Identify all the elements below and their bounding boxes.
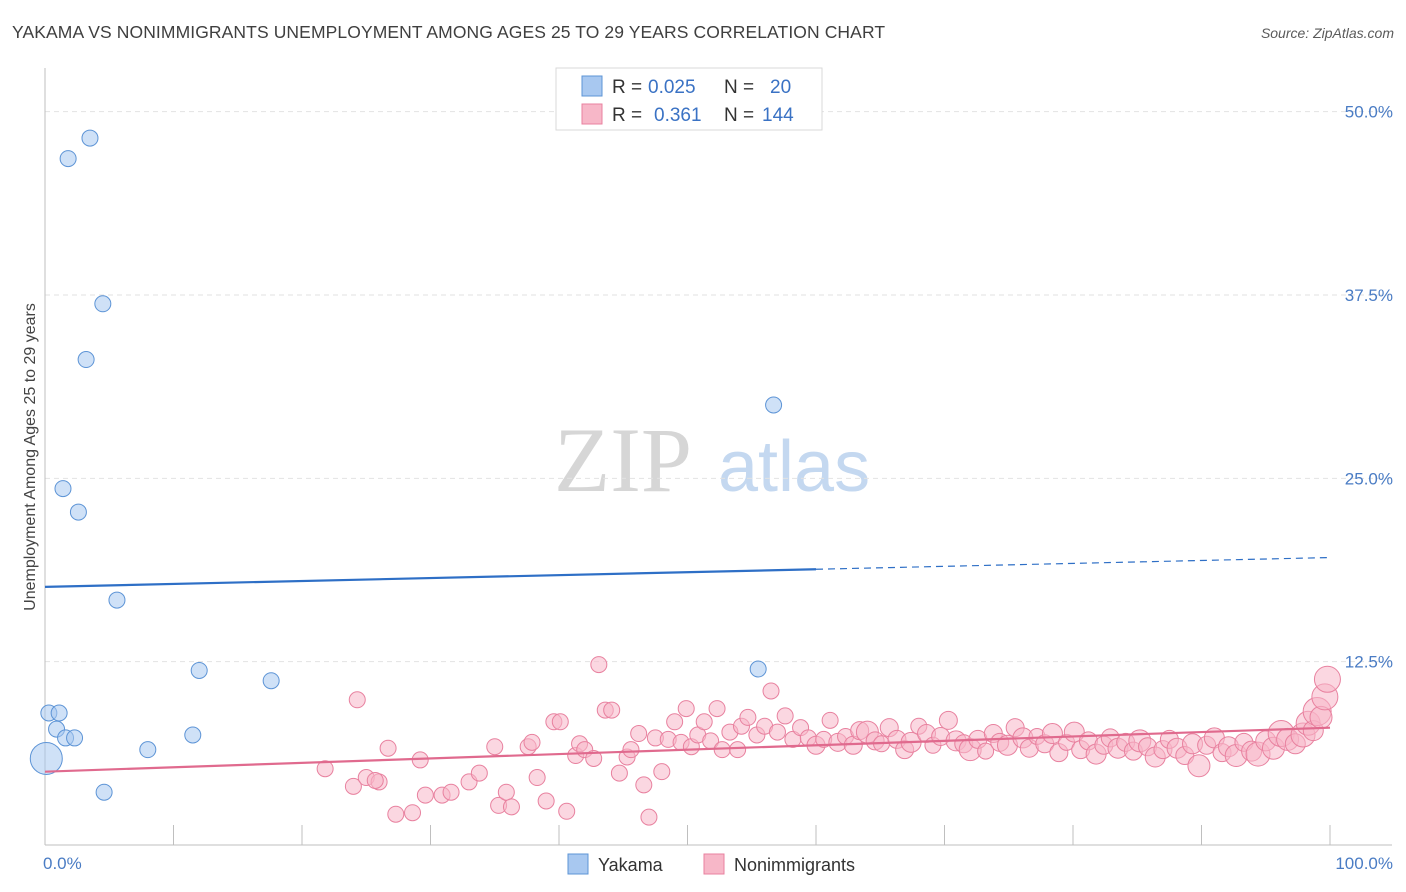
watermark-zip: ZIP: [554, 409, 692, 511]
series-legend: Yakama Nonimmigrants: [567, 853, 855, 875]
legend-n-label-nonimmigrants: N =: [724, 105, 754, 126]
yakama-point: [139, 741, 157, 759]
yakama-point: [59, 150, 77, 168]
y-axis-title: Unemployment Among Ages 25 to 29 years: [22, 303, 39, 611]
yakama-trend-extension: [815, 556, 1331, 570]
nonimmigrants-point: [603, 701, 621, 719]
nonimmigrants-point: [348, 691, 366, 709]
yakama-point: [81, 129, 99, 147]
chart-title: YAKAMA VS NONIMMIGRANTS UNEMPLOYMENT AMO…: [12, 22, 886, 42]
nonimmigrants-point: [366, 771, 384, 789]
yakama-point: [190, 661, 208, 679]
legend-n-value-yakama: 20: [770, 77, 791, 98]
nonimmigrants-point: [502, 798, 520, 816]
yakama-point: [108, 591, 126, 609]
nonimmigrants-point: [630, 725, 648, 743]
legend-n-label-yakama: N =: [724, 77, 754, 98]
nonimmigrants-point: [404, 804, 422, 822]
nonimmigrants-point: [497, 783, 515, 801]
nonimmigrants-point: [695, 713, 713, 731]
bottom-swatch-yakama: [567, 853, 589, 875]
nonimmigrants-point: [938, 710, 958, 730]
nonimmigrants-point: [708, 700, 726, 718]
yakama-point: [54, 480, 72, 498]
nonimmigrants-trend-line: [44, 726, 1331, 773]
source-credit: Source: ZipAtlas.com: [1260, 25, 1394, 41]
x-tick-label-min: 0.0%: [43, 854, 82, 873]
y-tick-label: 12.5%: [1345, 653, 1393, 672]
nonimmigrants-point: [442, 783, 460, 801]
nonimmigrants-point: [590, 656, 608, 674]
nonimmigrants-point: [776, 707, 794, 725]
legend-r-label-nonimmigrants: R =: [612, 105, 642, 126]
nonimmigrants-point: [558, 802, 576, 820]
nonimmigrants-point: [470, 764, 488, 782]
nonimmigrants-point: [344, 777, 362, 795]
yakama-point: [765, 396, 783, 414]
nonimmigrants-point: [551, 713, 569, 731]
yakama-points: [29, 129, 783, 801]
yakama-point: [29, 741, 63, 775]
x-tick-label-max: 100.0%: [1335, 854, 1393, 873]
nonimmigrants-point: [653, 763, 671, 781]
nonimmigrants-point: [622, 741, 640, 759]
yakama-point: [262, 672, 280, 690]
yakama-point: [50, 704, 68, 722]
nonimmigrants-point: [635, 776, 653, 794]
y-tick-label: 37.5%: [1345, 286, 1393, 305]
legend-r-value-yakama: 0.025: [648, 77, 696, 98]
nonimmigrants-point: [610, 764, 628, 782]
yakama-point: [184, 726, 202, 744]
y-tick-labels: 12.5% 25.0% 37.5% 50.0%: [1345, 103, 1393, 672]
watermark-atlas: atlas: [718, 427, 870, 507]
yakama-point: [94, 295, 112, 313]
yakama-point: [77, 351, 95, 369]
legend-swatch-nonimmigrants: [581, 103, 603, 125]
nonimmigrants-point: [1041, 723, 1063, 745]
nonimmigrants-point: [387, 805, 405, 823]
bottom-legend-yakama: Yakama: [598, 855, 664, 875]
nonimmigrants-point: [821, 711, 839, 729]
yakama-point: [749, 660, 767, 678]
nonimmigrants-point: [677, 700, 695, 718]
nonimmigrants-point: [977, 742, 995, 760]
nonimmigrants-point: [523, 733, 541, 751]
legend-swatch-yakama: [581, 75, 603, 97]
nonimmigrants-point: [316, 760, 334, 778]
y-tick-label: 25.0%: [1345, 469, 1393, 488]
legend-r-value-nonimmigrants: 0.361: [654, 105, 702, 126]
yakama-trend-line: [44, 568, 817, 588]
nonimmigrants-point: [666, 713, 684, 731]
nonimmigrants-point: [379, 739, 397, 757]
bottom-swatch-nonimmigrants: [703, 853, 725, 875]
nonimmigrants-points: [316, 656, 1341, 826]
y-tick-label: 50.0%: [1345, 103, 1393, 122]
nonimmigrants-point: [486, 738, 504, 756]
nonimmigrants-point: [1313, 665, 1341, 693]
nonimmigrants-point: [762, 682, 780, 700]
nonimmigrants-point: [416, 786, 434, 804]
nonimmigrants-point: [585, 749, 603, 767]
stats-legend: R = 0.025 N = 20 R = 0.361 N = 144: [555, 67, 823, 131]
nonimmigrants-point: [537, 792, 555, 810]
nonimmigrants-point: [528, 769, 546, 787]
legend-n-value-nonimmigrants: 144: [762, 105, 794, 126]
yakama-point: [95, 783, 113, 801]
gridlines: [45, 111, 1392, 663]
bottom-legend-nonimmigrants: Nonimmigrants: [734, 855, 855, 875]
nonimmigrants-point: [739, 708, 757, 726]
nonimmigrants-point: [640, 808, 658, 826]
yakama-point: [66, 729, 84, 747]
legend-r-label-yakama: R =: [612, 77, 642, 98]
nonimmigrants-point: [729, 741, 747, 759]
yakama-point: [69, 503, 87, 521]
nonimmigrants-point: [1187, 754, 1211, 778]
trend-lines: [44, 556, 1331, 773]
nonimmigrants-point: [768, 723, 786, 741]
